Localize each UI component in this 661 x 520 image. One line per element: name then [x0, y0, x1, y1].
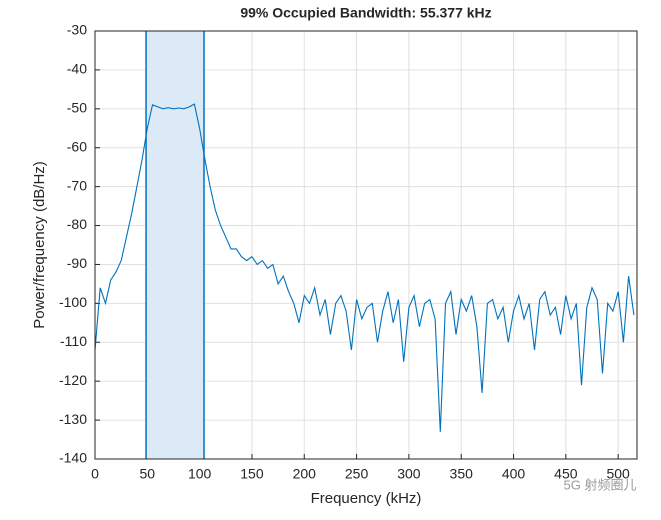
occupied-band [146, 31, 205, 459]
x-tick-label: 400 [502, 466, 526, 482]
y-tick-label: -50 [67, 100, 87, 116]
watermark: 5G 射频圈儿 [564, 477, 637, 492]
x-axis-label: Frequency (kHz) [311, 490, 422, 507]
y-tick-label: -90 [67, 255, 87, 271]
y-tick-label: -40 [67, 61, 87, 77]
y-axis-label: Power/frequency (dB/Hz) [31, 161, 48, 329]
x-tick-label: 250 [345, 466, 369, 482]
x-tick-label: 50 [140, 466, 156, 482]
y-tick-label: -120 [59, 372, 87, 388]
y-tick-label: -80 [67, 216, 87, 232]
psd-line [94, 103, 635, 432]
y-tick-label: -30 [67, 22, 87, 38]
x-tick-label: 0 [91, 466, 99, 482]
plot-frame [94, 30, 638, 460]
chart-title: 99% Occupied Bandwidth: 55.377 kHz [240, 5, 491, 21]
y-tick-label: -130 [59, 411, 87, 427]
y-tick-label: -110 [60, 333, 87, 349]
x-tick-label: 200 [293, 466, 317, 482]
x-tick-label: 100 [188, 466, 212, 482]
y-tick-label: -140 [59, 450, 87, 466]
x-tick-label: 300 [397, 466, 421, 482]
x-tick-label: 500 [606, 466, 630, 482]
y-tick-label: -60 [67, 138, 87, 154]
x-tick-label: 350 [450, 466, 474, 482]
y-tick-label: -100 [59, 294, 87, 310]
x-tick-label: 450 [554, 466, 578, 482]
y-tick-label: -70 [67, 177, 87, 193]
x-tick-label: 150 [240, 466, 264, 482]
